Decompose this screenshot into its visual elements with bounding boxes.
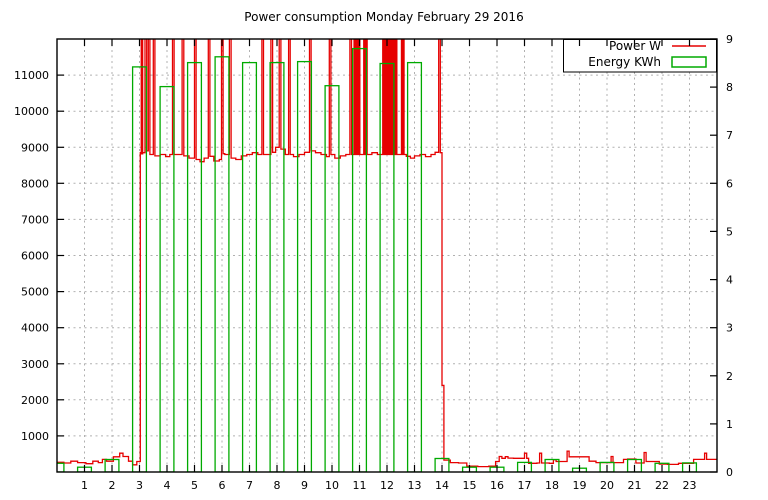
svg-text:2: 2 — [726, 370, 733, 383]
svg-text:6: 6 — [219, 479, 226, 492]
svg-text:5: 5 — [191, 479, 198, 492]
y-right-tick-labels: 0 1 2 3 4 5 6 7 8 9 — [726, 33, 733, 479]
energy-bar — [241, 61, 258, 472]
svg-text:1000: 1000 — [21, 430, 49, 443]
svg-text:16: 16 — [490, 479, 504, 492]
chart-title: Power consumption Monday February 29 201… — [244, 10, 524, 24]
svg-text:9: 9 — [301, 479, 308, 492]
svg-text:13: 13 — [408, 479, 422, 492]
svg-text:12: 12 — [380, 479, 394, 492]
svg-text:10: 10 — [325, 479, 339, 492]
energy-bar — [379, 62, 395, 472]
svg-text:8: 8 — [274, 479, 281, 492]
svg-text:4: 4 — [726, 274, 733, 287]
svg-text:11000: 11000 — [14, 69, 49, 82]
svg-text:23: 23 — [683, 479, 697, 492]
svg-text:7: 7 — [246, 479, 253, 492]
svg-text:1: 1 — [726, 418, 733, 431]
power-line — [57, 39, 717, 468]
svg-text:11: 11 — [353, 479, 367, 492]
energy-bar — [57, 462, 65, 472]
svg-text:15: 15 — [463, 479, 477, 492]
svg-text:9000: 9000 — [21, 141, 49, 154]
svg-text:3: 3 — [136, 479, 143, 492]
svg-text:1: 1 — [81, 479, 88, 492]
energy-bar — [406, 61, 423, 472]
svg-text:21: 21 — [628, 479, 642, 492]
svg-text:6: 6 — [726, 177, 733, 190]
svg-text:22: 22 — [655, 479, 669, 492]
energy-bar — [626, 458, 643, 472]
legend-sample-energy-box — [671, 56, 707, 68]
svg-text:5: 5 — [726, 225, 733, 238]
svg-text:3000: 3000 — [21, 358, 49, 371]
energy-bars — [57, 47, 698, 472]
axis-ticks — [57, 38, 717, 473]
energy-bar — [214, 56, 230, 472]
power-overload-block — [353, 39, 361, 155]
x-tick-labels: 1 2 3 4 5 6 7 8 9 10 11 12 13 14 15 16 17 18 19 20 21 22 23 — [81, 479, 697, 492]
svg-text:7000: 7000 — [21, 213, 49, 226]
svg-text:3: 3 — [726, 322, 733, 335]
svg-text:6000: 6000 — [21, 250, 49, 263]
svg-text:4: 4 — [164, 479, 171, 492]
svg-text:0: 0 — [726, 466, 733, 479]
svg-text:9: 9 — [726, 33, 733, 46]
energy-bar — [434, 457, 450, 472]
svg-text:8000: 8000 — [21, 177, 49, 190]
power-overload-block — [400, 39, 405, 155]
legend-label-energy: Energy KWh — [588, 55, 661, 69]
svg-text:2: 2 — [109, 479, 116, 492]
energy-bar — [104, 458, 120, 472]
energy-bar — [544, 458, 560, 472]
power-overload-block — [363, 39, 368, 155]
svg-text:5000: 5000 — [21, 286, 49, 299]
svg-text:2000: 2000 — [21, 394, 49, 407]
svg-text:17: 17 — [518, 479, 532, 492]
power-overload-block — [140, 39, 144, 155]
svg-text:10000: 10000 — [14, 105, 49, 118]
svg-text:8: 8 — [726, 81, 733, 94]
svg-text:18: 18 — [545, 479, 559, 492]
svg-text:20: 20 — [600, 479, 614, 492]
svg-text:19: 19 — [573, 479, 587, 492]
y-left-tick-labels: 1000 2000 3000 4000 5000 6000 7000 8000 9000 1000… — [14, 69, 49, 443]
svg-text:14: 14 — [435, 479, 449, 492]
energy-bar — [131, 66, 148, 472]
svg-text:7: 7 — [726, 129, 733, 142]
power-overload-block — [382, 39, 398, 155]
svg-text:4000: 4000 — [21, 322, 49, 335]
